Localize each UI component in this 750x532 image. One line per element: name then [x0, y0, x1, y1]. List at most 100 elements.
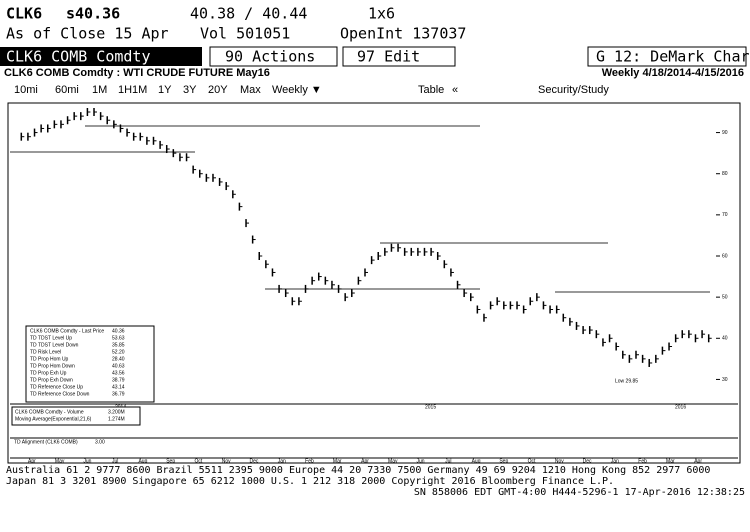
legend-label: TD Prop Hom Down [30, 363, 75, 369]
volume-legend-label: CLK6 COMB Comdty - Volume [15, 409, 84, 415]
legend-label: TD Prop Exh Down [30, 377, 73, 383]
x-tick-label: Jul [112, 458, 118, 464]
chart-frame [7, 102, 741, 464]
x-tick-label: Jun [416, 458, 424, 464]
legend-label: TD Reference Close Up [30, 384, 83, 390]
size: 1x6 [368, 5, 395, 23]
footer-line: Japan 81 3 3201 8900 Singapore 65 6212 1… [6, 476, 614, 487]
toolbar-item[interactable]: 3Y [183, 84, 197, 96]
subtitle: CLK6 COMB Comdty : WTI CRUDE FUTURE May1… [4, 67, 270, 79]
legend-label: CLK6 COMB Comdty - Last Price [30, 328, 104, 334]
actions[interactable]: 90 Actions [225, 48, 315, 66]
edit[interactable]: 97 Edit [357, 48, 420, 66]
toolbar-item[interactable]: 1M [92, 84, 107, 96]
low-label: Low 29.85 [615, 378, 638, 384]
x-tick-label: Jan [278, 458, 286, 464]
year-label: 2015 [425, 404, 436, 410]
ticker: CLK6 [6, 5, 42, 23]
x-tick-label: Dec [583, 458, 592, 464]
legend-value: 36.79 [112, 391, 125, 397]
x-tick-label: Nov [222, 458, 231, 464]
x-tick-label: May [388, 458, 398, 464]
footer-line: SN 858006 EDT GMT-4:00 H444-5296-1 17-Ap… [414, 487, 745, 498]
alignment-label: TD Alignment (CLK6 COMB) [14, 439, 78, 445]
legend-label: TD TDST Level Down [30, 342, 79, 348]
legend-label: TD Reference Close Down [30, 391, 90, 397]
x-tick-label: Nov [555, 458, 564, 464]
security-box [0, 47, 202, 66]
as-of: As of Close 15 Apr [6, 25, 169, 43]
legend-value: 52.20 [112, 349, 125, 355]
year-label: 2016 [675, 404, 686, 410]
alignment-value: 3.00 [95, 439, 105, 445]
legend-value: 43.56 [112, 370, 125, 376]
toolbar-item[interactable]: 1H1M [118, 84, 147, 96]
y-tick-label: 30 [722, 377, 728, 383]
volume-legend-label: Moving Average(Exponential,21,6) [15, 416, 92, 422]
x-tick-label: May [55, 458, 65, 464]
toolbar-item[interactable]: « [452, 84, 458, 96]
y-tick-label: 90 [722, 130, 728, 136]
volume-legend-value: 1.274M [108, 416, 125, 422]
y-tick-label: 80 [722, 171, 728, 177]
legend-value: 43.14 [112, 384, 125, 390]
x-tick-label: Dec [250, 458, 259, 464]
toolbar-item[interactable]: 20Y [208, 84, 228, 96]
bid-ask: 40.38 / 40.44 [190, 5, 307, 23]
x-tick-label: Jan [611, 458, 619, 464]
page-box [587, 46, 747, 67]
actions-button[interactable] [209, 46, 338, 67]
page-title: G 12: DeMark Chart [596, 48, 750, 66]
legend-value: 40.63 [112, 363, 125, 369]
x-tick-label: Feb [638, 458, 647, 464]
legend-label: TD TDST Level Up [30, 335, 72, 341]
toolbar-item[interactable]: Max [240, 84, 261, 96]
toolbar-item[interactable]: 10mi [14, 84, 38, 96]
x-tick-label: Oct [195, 458, 203, 464]
toolbar-item[interactable]: 1Y [158, 84, 172, 96]
toolbar-item[interactable]: 60mi [55, 84, 79, 96]
x-tick-label: Aug [472, 458, 481, 464]
volume: Vol 501051 [200, 25, 290, 43]
x-tick-label: Mar [333, 458, 342, 464]
x-tick-label: Sep [166, 458, 175, 464]
edit-button[interactable] [342, 46, 456, 67]
toolbar-item[interactable]: Table [418, 84, 444, 96]
legend-label: TD Prop Exh Up [30, 370, 67, 376]
toolbar-item[interactable]: Security/Study [538, 84, 609, 96]
x-tick-label: Aug [138, 458, 147, 464]
x-tick-label: Mar [666, 458, 675, 464]
y-tick-label: 50 [722, 294, 728, 300]
x-tick-label: Jul [445, 458, 451, 464]
x-tick-label: Sep [499, 458, 508, 464]
legend-value: 40.36 [112, 328, 125, 334]
toolbar: 10mi 60mi 1M 1H1M 1Y 3Y 20Y Max Weekly ▼ Table « Se… [14, 84, 609, 96]
price: s40.36 [66, 5, 120, 23]
legend-label: TD Risk Level [30, 349, 61, 355]
volume-legend-value: 3.200M [108, 409, 125, 415]
x-tick-label: Feb [305, 458, 314, 464]
legend-label: TD Prop Hom Up [30, 356, 69, 362]
volume-legend-box [11, 406, 141, 426]
legend-value: 53.63 [112, 335, 125, 341]
x-tick-label: Oct [528, 458, 536, 464]
y-tick-label: 40 [722, 336, 728, 342]
range: Weekly 4/18/2014-4/15/2016 [602, 67, 744, 79]
y-tick-label: 70 [722, 212, 728, 218]
footer-line: Australia 61 2 9777 8600 Brazil 5511 239… [6, 465, 710, 476]
security[interactable]: CLK6 COMB Comdty [6, 48, 151, 66]
open-int: OpenInt 137037 [340, 25, 466, 43]
legend-box [25, 325, 155, 403]
legend-value: 38.79 [112, 377, 125, 383]
x-tick-label: Apr [694, 458, 702, 464]
legend-value: 35.85 [112, 342, 125, 348]
y-tick-label: 60 [722, 253, 728, 259]
x-tick-label: Apr [28, 458, 36, 464]
toolbar-item[interactable]: Weekly ▼ [272, 84, 322, 96]
x-tick-label: Jun [83, 458, 91, 464]
tdst-levels [10, 125, 710, 293]
x-tick-label: Apr [361, 458, 369, 464]
legend-value: 28.40 [112, 356, 125, 362]
